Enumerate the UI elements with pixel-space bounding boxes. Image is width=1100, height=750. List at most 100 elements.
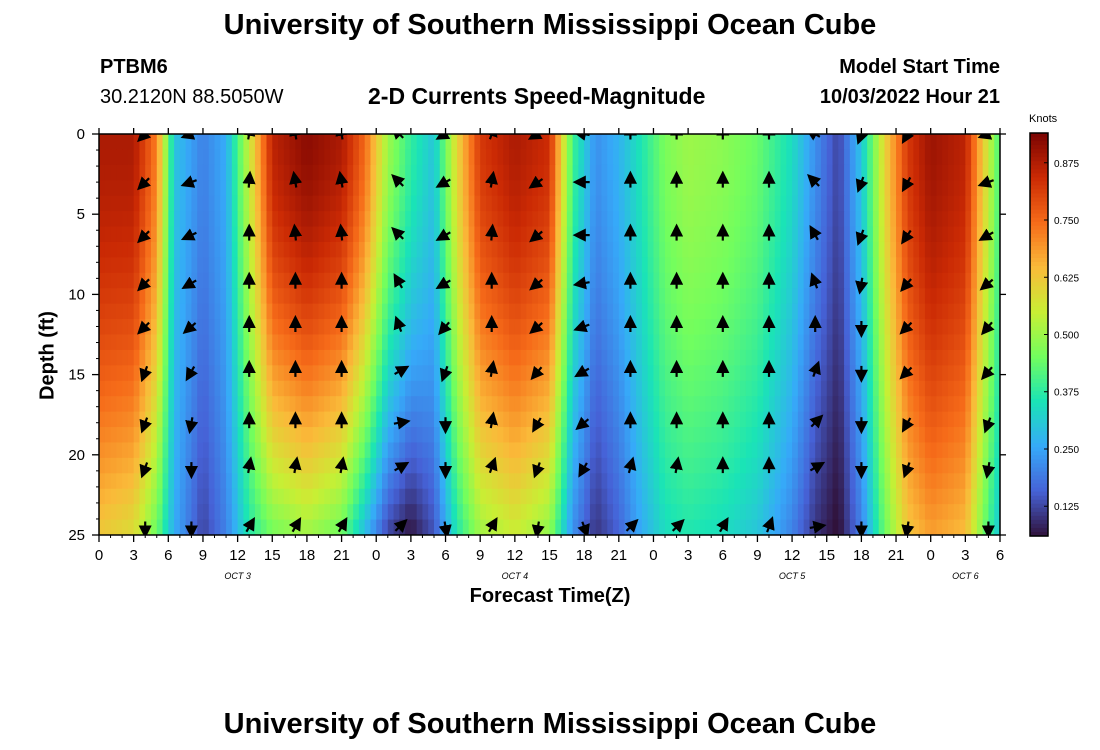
heatmap-cell bbox=[422, 164, 429, 181]
heatmap-cell bbox=[532, 272, 539, 289]
colorbar-swatch bbox=[1030, 342, 1048, 348]
heatmap-cell bbox=[260, 211, 268, 228]
heatmap-cell bbox=[283, 519, 291, 535]
heatmap-cell bbox=[324, 257, 331, 274]
heatmap-cell bbox=[618, 396, 626, 413]
heatmap-cell bbox=[693, 334, 701, 351]
heatmap-cell bbox=[474, 396, 481, 413]
heatmap-cell bbox=[688, 226, 695, 243]
heatmap-cell bbox=[208, 319, 216, 336]
heatmap-cell bbox=[965, 427, 972, 444]
heatmap-cell bbox=[104, 442, 112, 459]
heatmap-cell bbox=[370, 195, 377, 212]
heatmap-cell bbox=[878, 288, 886, 305]
heatmap-cell bbox=[699, 226, 707, 243]
heatmap-cell bbox=[283, 380, 291, 397]
heatmap-cell bbox=[457, 365, 464, 382]
heatmap-cell bbox=[347, 473, 354, 490]
heatmap-cell bbox=[930, 195, 938, 212]
heatmap-cell bbox=[924, 427, 932, 444]
heatmap-cell bbox=[202, 380, 210, 397]
current-arrow bbox=[670, 518, 685, 533]
heatmap-cell bbox=[878, 134, 886, 151]
heatmap-cell bbox=[549, 442, 556, 459]
heatmap-cell bbox=[110, 211, 117, 228]
heatmap-cell bbox=[693, 488, 701, 505]
heatmap-cell bbox=[433, 288, 441, 305]
heatmap-cell bbox=[815, 411, 822, 428]
heatmap-cell bbox=[826, 457, 834, 474]
heatmap-cell bbox=[572, 288, 579, 305]
heatmap-cell bbox=[867, 504, 874, 521]
heatmap-cell bbox=[549, 134, 556, 151]
heatmap-cell bbox=[474, 134, 481, 151]
heatmap-cell bbox=[445, 134, 452, 151]
heatmap-cell bbox=[942, 164, 949, 181]
heatmap-cell bbox=[578, 396, 585, 413]
heatmap-cell bbox=[433, 164, 441, 181]
heatmap-cell bbox=[370, 226, 377, 243]
heatmap-cell bbox=[757, 134, 764, 151]
heatmap-cell bbox=[110, 272, 117, 289]
heatmap-cell bbox=[208, 457, 216, 474]
heatmap-cell bbox=[503, 365, 510, 382]
heatmap-cell bbox=[734, 519, 741, 535]
heatmap-cell bbox=[745, 257, 753, 274]
heatmap-cell bbox=[994, 349, 1000, 366]
heatmap-cell bbox=[503, 195, 510, 212]
heatmap-cell bbox=[601, 180, 608, 197]
heatmap-cell bbox=[99, 272, 106, 289]
heatmap-cell bbox=[745, 442, 753, 459]
heatmap-cell bbox=[376, 457, 383, 474]
heatmap-cell bbox=[838, 349, 845, 366]
heatmap-cell bbox=[445, 488, 452, 505]
heatmap-cell bbox=[670, 488, 678, 505]
heatmap-cell bbox=[122, 303, 129, 320]
heatmap-cell bbox=[693, 288, 701, 305]
heatmap-cell bbox=[757, 211, 764, 228]
heatmap-cell bbox=[451, 473, 458, 490]
heatmap-cell bbox=[595, 411, 603, 428]
heatmap-cell bbox=[815, 257, 822, 274]
heatmap-cell bbox=[208, 288, 216, 305]
heatmap-cell bbox=[751, 303, 759, 320]
heatmap-cell bbox=[520, 457, 527, 474]
heatmap-cell bbox=[751, 226, 759, 243]
heatmap-cell bbox=[844, 457, 851, 474]
heatmap-cell bbox=[399, 241, 406, 258]
heatmap-cell bbox=[220, 288, 227, 305]
heatmap-cell bbox=[191, 488, 198, 505]
heatmap-cell bbox=[994, 226, 1000, 243]
heatmap-cell bbox=[948, 411, 955, 428]
heatmap-cell bbox=[716, 180, 724, 197]
heatmap-cell bbox=[890, 488, 897, 505]
heatmap-cell bbox=[792, 272, 799, 289]
heatmap-cell bbox=[520, 519, 527, 535]
heatmap-cell bbox=[532, 288, 539, 305]
heatmap-cell bbox=[387, 380, 395, 397]
heatmap-cell bbox=[122, 457, 129, 474]
heatmap-cell bbox=[410, 488, 418, 505]
heatmap-cell bbox=[867, 334, 874, 351]
heatmap-cell bbox=[237, 519, 244, 535]
heatmap-cell bbox=[520, 380, 527, 397]
heatmap-cell bbox=[734, 365, 741, 382]
heatmap-cell bbox=[185, 442, 193, 459]
heatmap-cell bbox=[792, 134, 799, 151]
heatmap-cell bbox=[99, 457, 106, 474]
heatmap-cell bbox=[208, 226, 216, 243]
heatmap-cell bbox=[312, 303, 320, 320]
heatmap-cell bbox=[393, 457, 400, 474]
heatmap-cell bbox=[734, 488, 741, 505]
heatmap-cell bbox=[133, 180, 141, 197]
heatmap-cell bbox=[254, 195, 262, 212]
heatmap-cell bbox=[422, 442, 429, 459]
heatmap-cell bbox=[699, 134, 707, 151]
heatmap-cell bbox=[584, 180, 591, 197]
heatmap-cell bbox=[150, 164, 158, 181]
heatmap-cell bbox=[832, 180, 839, 197]
heatmap-cell bbox=[953, 257, 961, 274]
heatmap-cell bbox=[826, 134, 834, 151]
heatmap-cell bbox=[312, 211, 320, 228]
heatmap-cell bbox=[728, 457, 735, 474]
